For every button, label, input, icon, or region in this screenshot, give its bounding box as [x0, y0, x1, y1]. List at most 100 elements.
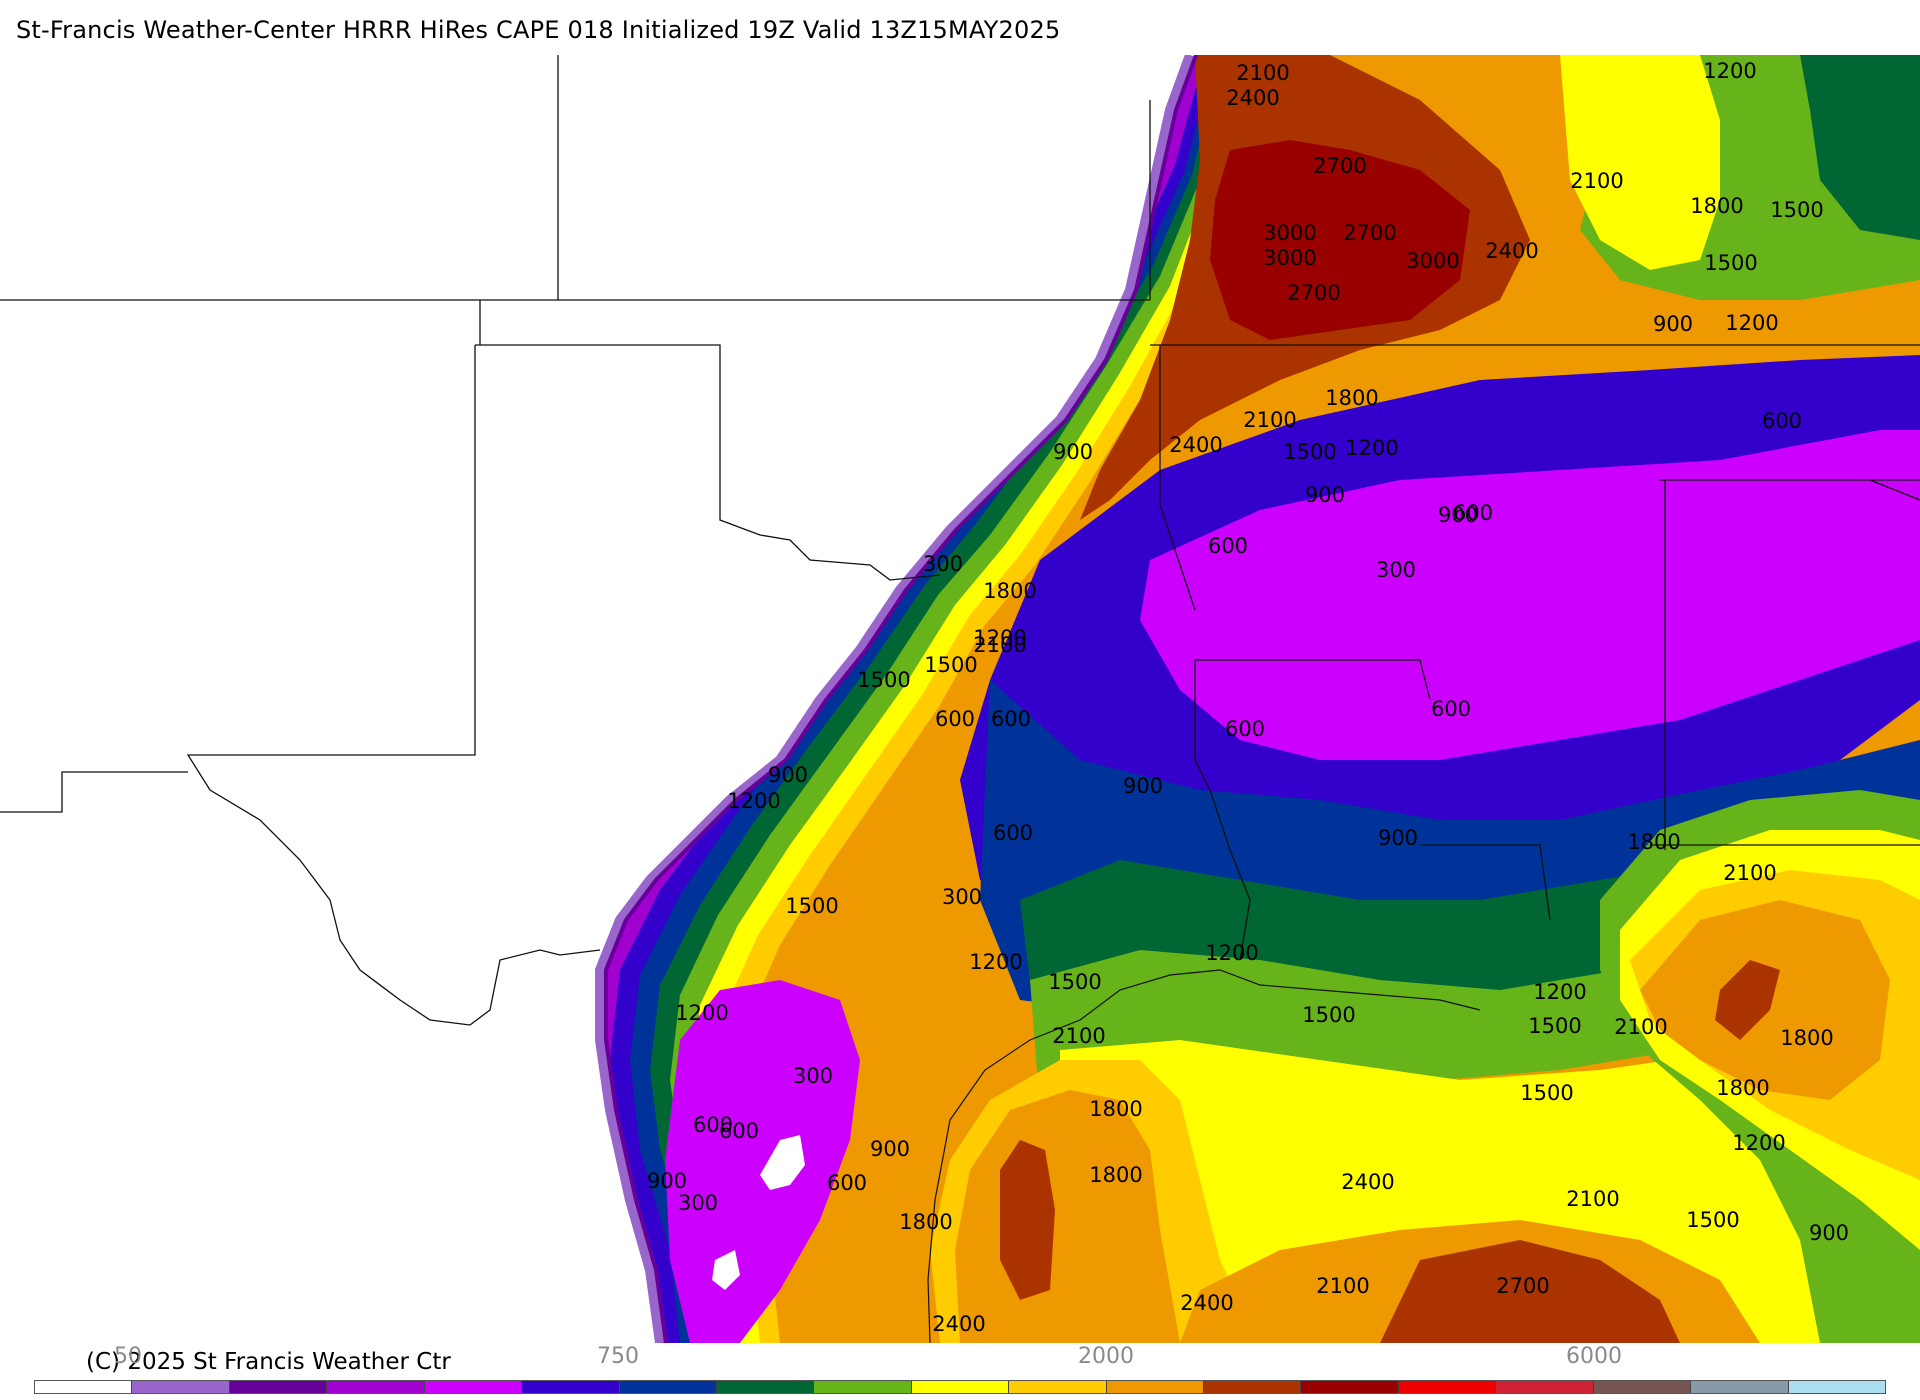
contour-label: 2100 [1243, 408, 1296, 432]
contour-label: 600 [991, 707, 1031, 731]
contour-label: 900 [1053, 440, 1093, 464]
colorbar-label: 2000 [1078, 1344, 1134, 1369]
contour-label: 1800 [1716, 1076, 1769, 1100]
colorbar-label: 50 [114, 1344, 142, 1369]
cape-ne-darkgreen [1800, 55, 1920, 240]
contour-label: 2400 [1226, 86, 1279, 110]
contour-label: 900 [768, 763, 808, 787]
cape-north-darkred [1210, 140, 1470, 340]
contour-label: 600 [1453, 501, 1493, 525]
contour-label: 1500 [1048, 970, 1101, 994]
contour-label: 2400 [1169, 433, 1222, 457]
cape-map: 2100 2400 2700 3000 3000 2700 3000 2400 2700 2100… [0, 55, 1920, 1343]
colorbar-swatch [911, 1381, 1010, 1393]
contour-label: 2100 [1236, 61, 1289, 85]
gulf-coastline [927, 969, 1481, 1343]
contour-label: 1200 [727, 789, 780, 813]
cape-ne-yellow [1560, 55, 1720, 270]
colorbar-swatch [132, 1381, 230, 1393]
contour-label: 1200 [1205, 941, 1258, 965]
contour-label: 600 [1208, 534, 1248, 558]
cape-southeast-brown [1715, 960, 1780, 1040]
colorbar-swatch [1398, 1381, 1497, 1393]
contour-label: 1200 [675, 1001, 728, 1025]
contour-label: 900 [1378, 826, 1418, 850]
colorbar-labels: 50 750 2000 6000 [0, 1344, 1920, 1374]
contour-label: 900 [1653, 312, 1693, 336]
contour-label: 300 [923, 552, 963, 576]
contour-label: 3000 [1406, 249, 1459, 273]
contour-label: 1200 [1345, 436, 1398, 460]
cape-stx-brown [1000, 1140, 1055, 1300]
cape-inland-purple [1140, 430, 1920, 760]
colorbar-swatch [1009, 1381, 1107, 1393]
contour-label: 900 [1123, 774, 1163, 798]
contour-label: 2100 [1570, 169, 1623, 193]
colorbar-swatch [716, 1381, 815, 1393]
contour-label: 2700 [1287, 281, 1340, 305]
colorbar-swatch [1593, 1381, 1692, 1393]
contour-label: 2100 [1566, 1187, 1619, 1211]
contour-label: 1800 [1089, 1097, 1142, 1121]
colorbar-swatch [1691, 1381, 1789, 1393]
colorbar-label: 6000 [1566, 1344, 1622, 1369]
contour-label: 600 [1431, 697, 1471, 721]
contour-label: 300 [678, 1191, 718, 1215]
contour-label: 900 [1305, 483, 1345, 507]
colorbar-swatch [522, 1381, 620, 1393]
contour-label: 600 [993, 821, 1033, 845]
contour-label: 2400 [1180, 1291, 1233, 1315]
contour-label: 300 [942, 885, 982, 909]
contour-label: 1800 [899, 1210, 952, 1234]
map-title: St-Francis Weather-Center HRRR HiRes CAP… [16, 16, 1061, 44]
contour-label: 2400 [1341, 1170, 1394, 1194]
cape-stx-white-pocket-2 [712, 1250, 740, 1290]
contour-label: 1200 [1533, 980, 1586, 1004]
contour-label: 2100 [1614, 1015, 1667, 1039]
contour-label: 1200 [1703, 59, 1756, 83]
contour-label: 1500 [1686, 1208, 1739, 1232]
contour-label: 1800 [1627, 830, 1680, 854]
contour-label: 1500 [1528, 1014, 1581, 1038]
cape-gulf-brown [1380, 1240, 1680, 1343]
contour-label: 2700 [1343, 221, 1396, 245]
contour-label: 1200 [1732, 1131, 1785, 1155]
contour-label: 2100 [1052, 1024, 1105, 1048]
contour-label: 1200 [973, 626, 1026, 650]
contour-label: 1200 [969, 950, 1022, 974]
contour-label: 600 [935, 707, 975, 731]
contour-label: 1800 [1089, 1163, 1142, 1187]
colorbar-swatch [35, 1381, 133, 1393]
contour-label: 600 [827, 1171, 867, 1195]
colorbar-swatch [1204, 1381, 1302, 1393]
contour-label: 600 [1762, 409, 1802, 433]
colorbar-swatch [814, 1381, 912, 1393]
contour-label: 900 [1809, 1221, 1849, 1245]
contour-label: 1800 [1780, 1026, 1833, 1050]
contour-label: 2100 [1316, 1274, 1369, 1298]
contour-label: 300 [793, 1064, 833, 1088]
contour-label: 1500 [857, 668, 910, 692]
colorbar-swatch [619, 1381, 717, 1393]
colorbar-swatch [1788, 1381, 1886, 1393]
contour-label: 2100 [973, 633, 1026, 657]
colorbar-swatch [424, 1381, 523, 1393]
contour-label: 1500 [1770, 198, 1823, 222]
contour-label: 1500 [924, 653, 977, 677]
contour-label: 1800 [1325, 386, 1378, 410]
contour-label: 600 [1225, 717, 1265, 741]
copyright-notice: (C) 2025 St Francis Weather Ctr [86, 1349, 451, 1375]
contour-label: 300 [1376, 558, 1416, 582]
contour-label: 900 [1438, 503, 1478, 527]
contour-label: 1800 [1690, 194, 1743, 218]
contour-label: 900 [870, 1137, 910, 1161]
contour-label: 1500 [1704, 251, 1757, 275]
contour-label: 1500 [1520, 1081, 1573, 1105]
colorbar-swatch [1106, 1381, 1205, 1393]
colorbar-swatch [327, 1381, 425, 1393]
colorbar-swatch [229, 1381, 328, 1393]
contour-label: 2400 [932, 1312, 985, 1336]
contour-label: 1500 [785, 894, 838, 918]
